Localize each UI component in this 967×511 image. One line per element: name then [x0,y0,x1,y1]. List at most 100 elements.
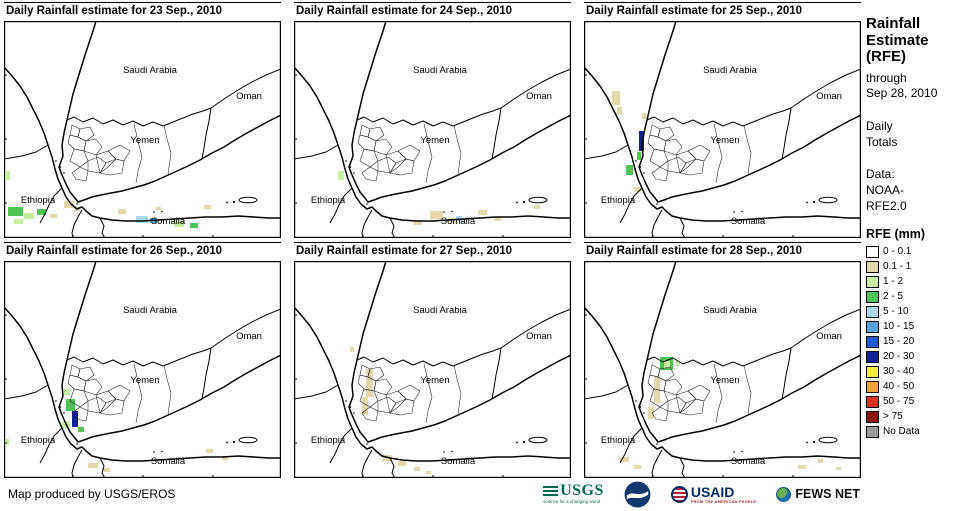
saudi-yemen-border [646,347,792,367]
rain-patch [534,205,540,209]
map-label-somalia: Somalia [151,456,186,467]
fewsnet-logo-text: FEWS NET [795,487,860,501]
yemen-oman-border [201,107,212,160]
legend-label: > 75 [883,411,903,423]
map-canvas: Saudi Arabia Oman Yemen Ethiopia Somalia [584,21,861,238]
ethiopia-somalia-border [361,209,373,238]
rain-patch [626,165,633,175]
djibouti-border [619,187,643,224]
islands [635,400,838,453]
rain-patch [350,347,354,352]
rain-patch [174,221,184,227]
map-canvas: Saudi Arabia Oman Yemen Ethiopia Somalia [4,21,281,238]
ethiopia-somalia-border [651,209,663,238]
legend-label: No Data [883,426,920,438]
rain-patch [78,427,84,432]
legend-item: 50 - 75 [866,395,965,408]
usaid-tagline: FROM THE AMERICAN PEOPLE [690,498,757,504]
legend-label: 2 - 5 [883,291,904,303]
yemen-admin-boundaries [357,363,462,424]
rain-patch [654,377,660,403]
coastlines [584,261,861,462]
graticule-ticks [4,74,214,238]
ethiopia-somalia-border [71,449,83,478]
african-coastline [4,306,281,462]
rain-patch [204,205,211,209]
saudi-yemen-border [66,107,212,127]
sidebar-through: through [866,70,907,85]
map-label-ethiopia: Ethiopia [21,195,56,206]
somalia-west-border [99,457,106,478]
islands [635,160,838,213]
legend-label: 50 - 75 [883,396,915,408]
agency-logos: USGS science for a changing world USAID … [543,481,860,508]
yemen-oman-border [781,107,792,160]
rain-patch [448,218,458,224]
yemen-oman-border [201,347,212,400]
rain-patch [8,207,23,216]
map-label-somalia: Somalia [731,216,766,227]
rainfall-patches [620,357,841,470]
map-panel: Daily Rainfall estimate for 23 Sep., 201… [4,2,281,238]
legend-swatch [866,395,879,408]
legend-item: 40 - 50 [866,380,965,393]
yemen-admin-boundaries [647,363,752,424]
eritrea-ethiopia-border [584,384,629,400]
map-label-saudi-arabia: Saudi Arabia [703,305,758,316]
map-canvas: Saudi Arabia Oman Yemen Ethiopia Somalia [294,261,571,478]
map-label-ethiopia: Ethiopia [311,435,346,446]
legend-item: 2 - 5 [866,290,965,303]
rain-patch [338,171,344,180]
ethiopia-somalia-border [651,449,663,478]
footer: Map produced by USGS/EROS USGS science f… [8,479,860,509]
legend-sidebar: Rainfall Estimate (RFE) through Sep 28, … [866,15,965,441]
map-credit: Map produced by USGS/EROS [8,487,176,501]
socotra-island [818,436,838,444]
map-label-ethiopia: Ethiopia [311,195,346,206]
panel-title: Daily Rainfall estimate for 23 Sep., 201… [4,2,281,21]
yemen-oman-border [781,347,792,400]
islands [345,160,548,213]
socotra-island [238,196,258,204]
socotra-island [818,196,838,204]
african-coastline [584,306,861,462]
legend-swatch [866,410,879,423]
eritrea-ethiopia-border [4,384,49,400]
coastlines [4,21,281,222]
legend-label: 0 - 0.1 [883,246,912,258]
djibouti-border [619,427,643,464]
map-label-yemen: Yemen [710,375,739,386]
usaid-logo-text: USAID [690,483,735,500]
yemen-admin-boundaries [357,123,462,184]
legend-label: 20 - 30 [883,351,915,363]
rain-patch [676,361,680,366]
legend-label: 0.1 - 1 [883,261,912,273]
map-label-saudi-arabia: Saudi Arabia [123,305,178,316]
map-panel: Daily Rainfall estimate for 24 Sep., 201… [294,2,571,238]
legend-swatch [866,320,879,333]
arabian-coastline [348,261,571,443]
map-panel: Daily Rainfall estimate for 25 Sep., 201… [584,2,861,238]
saudi-oman-border [210,68,281,109]
country-borders [584,308,861,478]
saudi-oman-border [500,68,571,109]
rain-patch [648,407,654,419]
panel-title: Daily Rainfall estimate for 24 Sep., 201… [294,2,571,21]
fewsnet-logo: FEWS NET [776,486,860,502]
sidebar-data-label: Data: [866,167,895,182]
legend-label: 1 - 2 [883,276,904,288]
map-panel: Daily Rainfall estimate for 27 Sep., 201… [294,242,571,478]
rain-patch [620,457,629,462]
legend-swatch [866,260,879,273]
rain-patch [64,201,74,208]
map-label-yemen: Yemen [130,135,159,146]
panel-title: Daily Rainfall estimate for 27 Sep., 201… [294,242,571,261]
map-label-oman: Oman [236,331,262,342]
map-label-oman: Oman [236,91,262,102]
legend-swatch [866,350,879,363]
country-borders [4,68,281,238]
rain-patch [836,467,841,470]
map-label-somalia: Somalia [731,456,766,467]
legend-item: 15 - 20 [866,335,965,348]
